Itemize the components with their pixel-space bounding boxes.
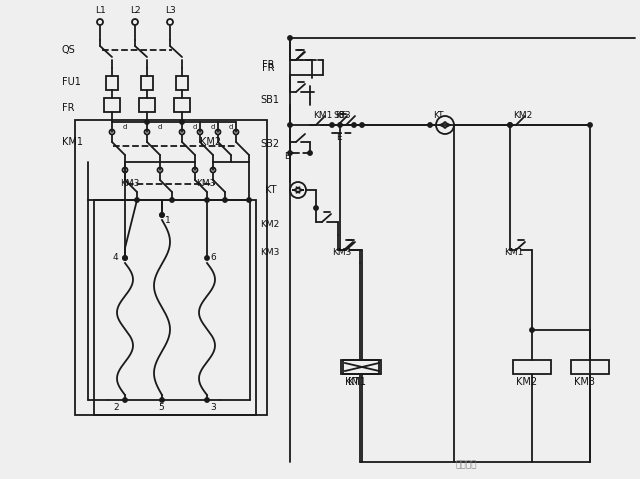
- Text: 5: 5: [158, 403, 164, 412]
- Text: SB2: SB2: [260, 139, 279, 149]
- Bar: [94, 200, 256, 415]
- Text: L3: L3: [165, 5, 176, 14]
- Circle shape: [338, 123, 342, 127]
- Text: KM2: KM2: [200, 137, 221, 147]
- Text: KT: KT: [265, 185, 276, 195]
- Text: KM1: KM1: [345, 377, 366, 387]
- Circle shape: [247, 198, 252, 202]
- Text: L2: L2: [130, 5, 141, 14]
- Text: 2: 2: [113, 403, 118, 412]
- Circle shape: [314, 206, 318, 210]
- Circle shape: [288, 123, 292, 127]
- Text: SB1: SB1: [260, 95, 279, 105]
- Text: KM1: KM1: [62, 137, 83, 147]
- Text: FR: FR: [262, 63, 275, 73]
- Text: KT: KT: [348, 377, 360, 387]
- Circle shape: [170, 198, 174, 202]
- Circle shape: [145, 120, 149, 124]
- Text: 3: 3: [210, 403, 216, 412]
- Circle shape: [428, 123, 432, 127]
- Text: E: E: [336, 133, 342, 141]
- Text: FR: FR: [62, 103, 74, 113]
- Circle shape: [530, 328, 534, 332]
- Text: 4: 4: [113, 253, 118, 262]
- Bar: [141, 76, 153, 90]
- Text: d: d: [158, 124, 163, 130]
- Text: d: d: [211, 124, 216, 130]
- Text: d: d: [123, 124, 127, 130]
- Text: d: d: [229, 124, 234, 130]
- Circle shape: [288, 36, 292, 40]
- Circle shape: [205, 256, 209, 260]
- Text: KM2: KM2: [513, 111, 532, 119]
- Circle shape: [160, 398, 164, 402]
- Bar: [341, 360, 379, 374]
- Circle shape: [123, 256, 127, 260]
- Circle shape: [508, 123, 512, 127]
- Text: 1: 1: [165, 216, 171, 225]
- Bar: [139, 98, 155, 112]
- Text: L1: L1: [95, 5, 106, 14]
- Text: KM3: KM3: [120, 179, 140, 187]
- Bar: [174, 98, 190, 112]
- Circle shape: [160, 213, 164, 217]
- Text: KT: KT: [433, 111, 444, 119]
- Circle shape: [123, 256, 127, 260]
- Text: KM3: KM3: [574, 377, 595, 387]
- Circle shape: [330, 123, 334, 127]
- Circle shape: [123, 398, 127, 402]
- Text: KM3: KM3: [260, 248, 280, 256]
- Text: KM2: KM2: [260, 219, 279, 228]
- Text: KM2: KM2: [516, 377, 537, 387]
- Text: QS: QS: [62, 45, 76, 55]
- Text: 6: 6: [210, 253, 216, 262]
- Text: KM1: KM1: [313, 111, 332, 119]
- Circle shape: [160, 213, 164, 217]
- Circle shape: [588, 123, 592, 127]
- Text: SB3: SB3: [333, 111, 351, 119]
- Bar: [343, 360, 381, 374]
- Bar: [106, 76, 118, 90]
- Text: FR: FR: [262, 60, 275, 70]
- Bar: [75, 120, 267, 415]
- Bar: [104, 98, 120, 112]
- Circle shape: [288, 151, 292, 155]
- Text: KM3: KM3: [196, 179, 216, 187]
- Text: E: E: [284, 151, 290, 160]
- Circle shape: [360, 123, 364, 127]
- Circle shape: [352, 123, 356, 127]
- Text: 技成培训: 技成培训: [455, 460, 477, 469]
- Bar: [571, 360, 609, 374]
- Circle shape: [205, 198, 209, 202]
- Circle shape: [135, 198, 140, 202]
- Text: KT: KT: [335, 111, 346, 119]
- Text: KM1: KM1: [504, 248, 524, 256]
- Circle shape: [205, 398, 209, 402]
- Circle shape: [508, 123, 512, 127]
- Text: KM3: KM3: [332, 248, 351, 256]
- Circle shape: [223, 198, 227, 202]
- Text: FU1: FU1: [62, 77, 81, 87]
- Circle shape: [308, 151, 312, 155]
- Bar: [176, 76, 188, 90]
- Text: d: d: [193, 124, 197, 130]
- Bar: [513, 360, 551, 374]
- Circle shape: [180, 120, 184, 124]
